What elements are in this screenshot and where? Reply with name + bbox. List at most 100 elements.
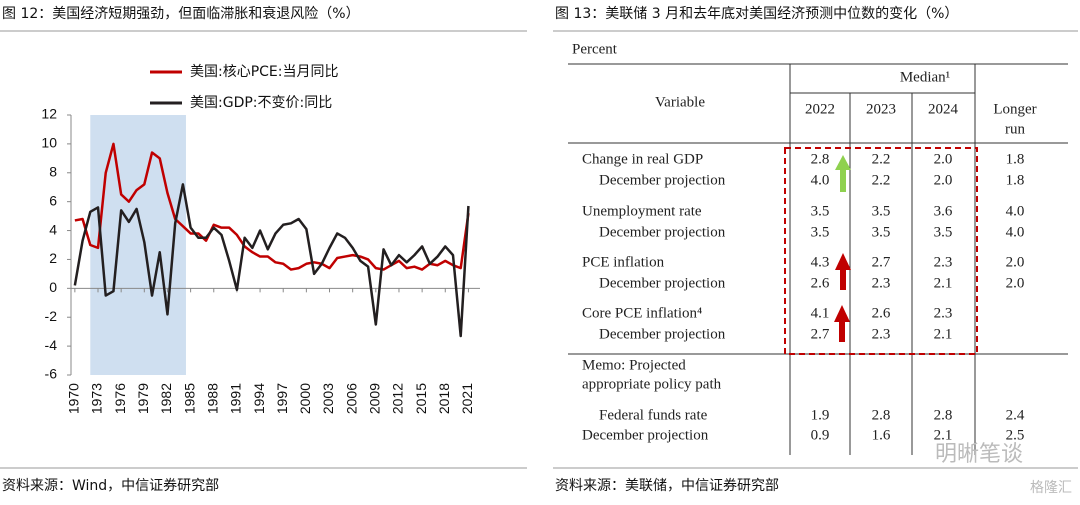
row-label: Core PCE inflation⁴ — [582, 305, 702, 321]
cell-value: 2.5 — [1006, 427, 1025, 443]
cell-value: 2.0 — [934, 151, 953, 167]
row-label: December projection — [582, 427, 709, 443]
cell-value: 2.4 — [1006, 407, 1025, 423]
cell-value: 1.8 — [1006, 172, 1025, 188]
header-longer-run: run — [1005, 121, 1025, 137]
cell-value: 2.0 — [1006, 254, 1025, 270]
x-tick-label: 1970 — [66, 383, 82, 414]
x-tick-label: 1988 — [204, 383, 220, 414]
header-variable: Variable — [655, 94, 705, 110]
cell-value: 2.3 — [934, 254, 953, 270]
cell-value: 4.3 — [811, 254, 830, 270]
column-header: 2024 — [928, 101, 959, 117]
cell-value: 2.0 — [934, 172, 953, 188]
cell-value: 2.8 — [872, 407, 891, 423]
x-tick-label: 1991 — [228, 383, 244, 414]
cell-value: 3.5 — [811, 224, 830, 240]
cell-value: 4.0 — [1006, 203, 1025, 219]
x-tick-label: 2018 — [436, 383, 452, 414]
cell-value: 2.6 — [811, 275, 830, 291]
cell-value: 1.6 — [872, 427, 891, 443]
x-tick-label: 2003 — [320, 383, 336, 414]
y-tick-label: 12 — [41, 106, 57, 122]
y-tick-label: 0 — [49, 279, 57, 295]
x-tick-label: 2012 — [390, 383, 406, 414]
row-label: December projection — [599, 172, 726, 188]
x-tick-label: 1982 — [158, 383, 174, 414]
row-label: Unemployment rate — [582, 203, 702, 219]
cell-value: 2.1 — [934, 275, 953, 291]
header-longer-run: Longer — [993, 101, 1036, 117]
cell-value: 2.3 — [934, 305, 953, 321]
x-tick-label: 1979 — [135, 383, 151, 414]
cell-value: 4.0 — [1006, 224, 1025, 240]
chart-title: 图 12：美国经济短期强劲，但面临滞胀和衰退风险（%） — [2, 5, 360, 22]
x-tick-label: 2006 — [343, 383, 359, 414]
arrow-up-red — [834, 305, 850, 342]
cell-value: 4.1 — [811, 305, 830, 321]
column-header: 2023 — [866, 101, 896, 117]
highlight-region — [90, 115, 186, 375]
row-label: Memo: Projected — [582, 357, 686, 373]
header-median: Median¹ — [900, 69, 950, 85]
cell-value: 2.2 — [872, 172, 891, 188]
cell-value: 4.0 — [811, 172, 830, 188]
cell-value: 2.1 — [934, 427, 953, 443]
table-rules — [568, 63, 1068, 455]
x-tick-label: 2021 — [459, 383, 475, 414]
row-label: Change in real GDP — [582, 151, 703, 167]
series-line — [74, 142, 470, 271]
row-label: appropriate policy path — [582, 376, 722, 392]
chart-source: 资料来源：Wind，中信证券研究部 — [2, 478, 219, 494]
y-tick-label: -4 — [45, 337, 58, 353]
x-tick-label: 1997 — [274, 383, 290, 414]
cell-value: 2.7 — [811, 326, 830, 342]
watermark-brand: 格隆汇 — [1030, 480, 1072, 496]
series-line — [73, 183, 470, 338]
cell-value: 2.7 — [872, 254, 891, 270]
y-tick-label: 8 — [49, 163, 57, 179]
row-label: Federal funds rate — [599, 407, 708, 423]
cell-value: 2.2 — [872, 151, 891, 167]
cell-value: 2.6 — [872, 305, 891, 321]
cell-value: 2.0 — [1006, 275, 1025, 291]
column-header: 2022 — [805, 101, 835, 117]
x-tick-label: 1973 — [89, 383, 105, 414]
cell-value: 1.8 — [1006, 151, 1025, 167]
highlight-box — [784, 147, 978, 355]
table-source: 资料来源：美联储，中信证券研究部 — [555, 478, 779, 494]
arrow-up-green — [835, 155, 851, 192]
cell-value: 2.8 — [934, 407, 953, 423]
cell-value: 2.3 — [872, 275, 891, 291]
watermark: 明晰笔谈 — [935, 442, 1023, 467]
row-label: December projection — [599, 326, 726, 342]
cell-value: 3.5 — [872, 224, 891, 240]
cell-value: 3.5 — [811, 203, 830, 219]
x-tick-label: 2009 — [367, 383, 383, 414]
y-tick-label: -2 — [45, 308, 58, 324]
cell-value: 0.9 — [811, 427, 830, 443]
cell-value: 1.9 — [811, 407, 830, 423]
table-title: 图 13：美联储 3 月和去年底对美国经济预测中位数的变化（%） — [555, 6, 958, 22]
cell-value: 3.5 — [872, 203, 891, 219]
x-tick-label: 1976 — [112, 383, 128, 414]
row-label: PCE inflation — [582, 254, 665, 270]
legend-label: 美国:GDP:不变价:同比 — [190, 95, 332, 111]
y-tick-label: 4 — [49, 221, 57, 237]
cell-value: 2.8 — [811, 151, 830, 167]
plot-background — [90, 115, 186, 375]
cell-value: 2.1 — [934, 326, 953, 342]
x-tick-label: 1994 — [251, 383, 267, 414]
y-tick-label: 2 — [49, 250, 57, 266]
row-label: December projection — [599, 275, 726, 291]
y-tick-label: 10 — [41, 135, 57, 151]
cell-value: 3.5 — [934, 224, 953, 240]
x-tick-label: 2000 — [297, 383, 313, 414]
table-caption: Percent — [572, 41, 618, 57]
legend-label: 美国:核心PCE:当月同比 — [190, 64, 339, 80]
y-tick-label: 6 — [49, 192, 57, 208]
cell-value: 3.6 — [934, 203, 953, 219]
cell-value: 2.3 — [872, 326, 891, 342]
row-label: December projection — [599, 224, 726, 240]
